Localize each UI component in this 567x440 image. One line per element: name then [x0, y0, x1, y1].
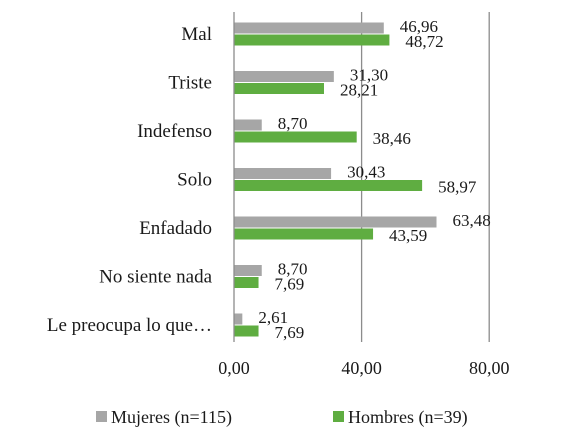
bar-hombres-3: [234, 180, 423, 191]
category-label-5: No siente nada: [99, 267, 212, 288]
legend-swatch-hombres: [333, 411, 344, 422]
bar-mujeres-0: [234, 22, 384, 34]
bar-mujeres-3: [234, 168, 332, 179]
category-label-6: Le preocupa lo que…: [47, 315, 212, 336]
bar-hombres-2: [234, 131, 357, 143]
bar-hombres-1: [234, 83, 324, 94]
bar-mujeres-4: [234, 216, 437, 228]
bar-hombres-5: [234, 277, 259, 288]
bar-mujeres-1: [234, 71, 334, 82]
category-label-1: Triste: [168, 73, 212, 94]
category-label-3: Solo: [177, 170, 212, 191]
category-label-2: Indefenso: [137, 121, 212, 142]
category-labels: Mal Triste Indefenso Solo Enfadado No siente …: [47, 24, 213, 336]
bars: [234, 22, 437, 337]
value-label-mujeres-5: 8,70: [278, 260, 308, 279]
legend-label-hombres: Hombres (n=39): [348, 407, 468, 428]
x-tick-label-1: 40,00: [341, 358, 382, 378]
bar-hombres-0: [234, 34, 390, 46]
legend: Mujeres (n=115) Hombres (n=39): [96, 407, 468, 428]
value-label-hombres-0: 48,72: [405, 32, 443, 51]
value-label-hombres-2: 38,46: [373, 129, 411, 148]
value-label-mujeres-2: 8,70: [278, 114, 308, 133]
value-label-hombres-6: 7,69: [275, 323, 305, 342]
bar-mujeres-6: [234, 313, 243, 325]
value-label-hombres-3: 58,97: [438, 178, 477, 197]
category-label-4: Enfadado: [139, 218, 212, 239]
x-tick-labels: 0,00 40,00 80,00: [218, 358, 509, 378]
x-tick-label-2: 80,00: [469, 358, 510, 378]
value-label-mujeres-3: 30,43: [347, 163, 385, 182]
value-label-mujeres-0: 46,96: [400, 17, 438, 36]
value-label-hombres-4: 43,59: [389, 226, 427, 245]
value-label-hombres-1: 28,21: [340, 81, 378, 100]
bar-hombres-6: [234, 325, 259, 337]
value-label-mujeres-6: 2,61: [258, 308, 288, 327]
grid-lines: [360, 12, 490, 342]
value-label-hombres-5: 7,69: [275, 275, 305, 294]
x-tick-label-0: 0,00: [218, 358, 250, 378]
value-label-mujeres-4: 63,48: [453, 211, 491, 230]
value-label-mujeres-1: 31,30: [350, 66, 388, 85]
bar-mujeres-5: [234, 265, 262, 276]
legend-label-mujeres: Mujeres (n=115): [111, 407, 232, 428]
legend-swatch-mujeres: [96, 411, 107, 422]
bar-hombres-4: [234, 228, 374, 240]
bar-mujeres-2: [234, 119, 262, 131]
category-label-0: Mal: [181, 24, 212, 45]
